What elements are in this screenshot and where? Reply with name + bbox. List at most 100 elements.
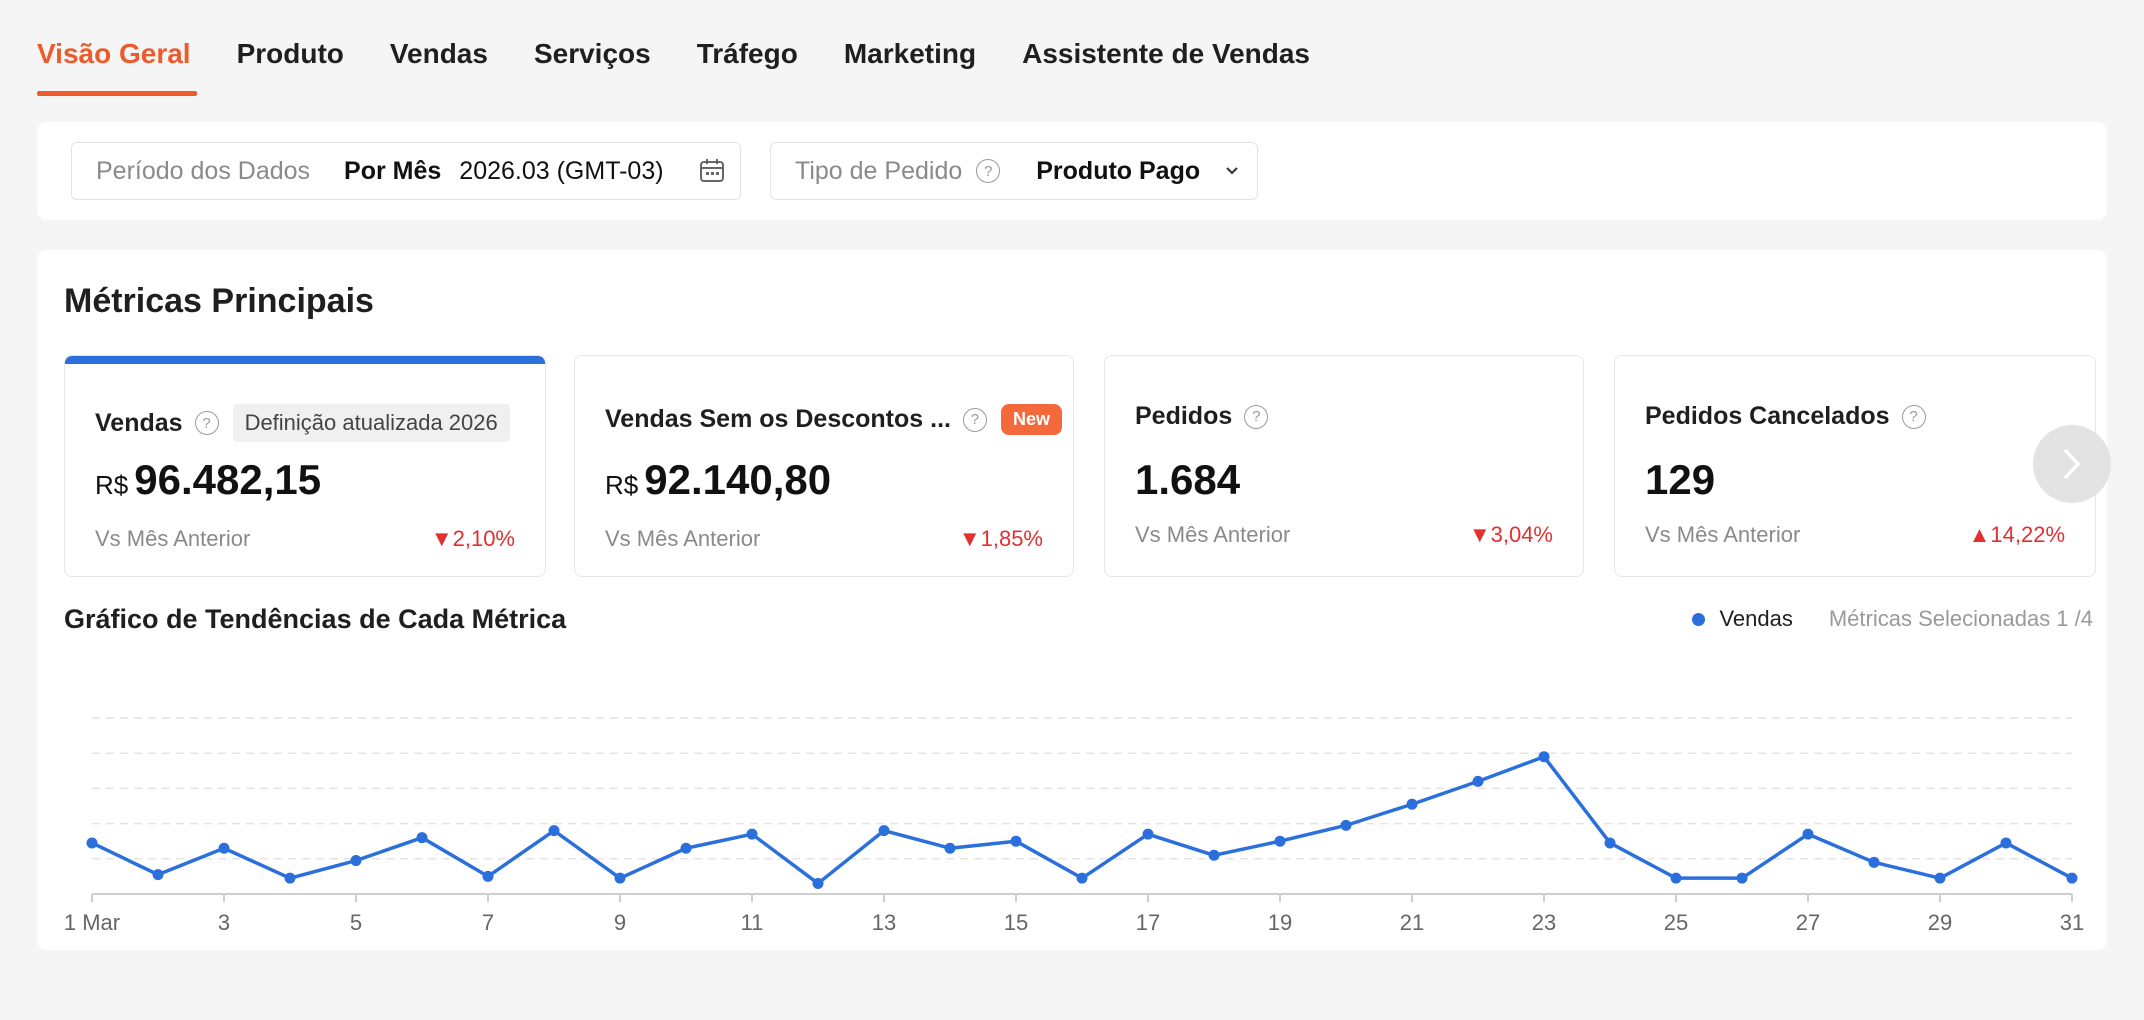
data-point (1076, 872, 1088, 884)
metric-card-pedidos-cancelados[interactable]: Pedidos Cancelados ? 129 Vs Mês Anterior… (1614, 355, 2096, 577)
data-point (218, 842, 230, 854)
metric-card-pedidos[interactable]: Pedidos ? 1.684 Vs Mês Anterior ▼3,04% (1104, 355, 1584, 577)
data-point (1472, 775, 1484, 787)
help-icon[interactable]: ? (194, 411, 219, 435)
data-point (1736, 872, 1748, 884)
metric-compare: Vs Mês Anterior ▼3,04% (1135, 522, 1553, 548)
calendar-icon[interactable] (698, 157, 726, 185)
help-icon[interactable]: ? (962, 407, 987, 432)
x-tick-label: 17 (1136, 910, 1160, 935)
metric-value: 129 (1645, 456, 1716, 503)
data-point (152, 869, 164, 881)
tab-produto[interactable]: Produto (236, 38, 344, 69)
x-tick-label: 31 (2060, 910, 2084, 935)
metric-card-vendas-sem-descontos[interactable]: Vendas Sem os Descontos ... ? New R$ 92.1… (574, 355, 1074, 577)
x-tick-label: 9 (614, 910, 626, 935)
metric-header: Vendas Sem os Descontos ... ? New (605, 404, 1062, 435)
data-point (1868, 856, 1880, 868)
tab-vendas[interactable]: Vendas (389, 38, 488, 69)
data-point (350, 855, 362, 867)
x-tick-label: 3 (218, 910, 230, 935)
definition-tag: Definição atualizada 2026 (232, 404, 510, 442)
x-tick-label: 25 (1664, 910, 1688, 935)
data-point (1670, 872, 1682, 884)
change-value: ▼2,10% (430, 526, 515, 551)
data-point (878, 825, 890, 837)
data-point (1538, 751, 1550, 763)
change-value: ▼1,85% (958, 526, 1043, 551)
chevron-right-icon (2064, 449, 2080, 479)
currency-symbol: R$ (605, 470, 639, 500)
metric-name: Vendas Sem os Descontos ... (605, 405, 951, 433)
data-point (680, 842, 692, 854)
order-type-value[interactable]: Produto Pago (1036, 156, 1201, 185)
data-point (1802, 828, 1814, 840)
x-tick-label: 15 (1004, 910, 1028, 935)
compare-label: Vs Mês Anterior (95, 526, 251, 551)
selected-metrics-count: Métricas Selecionadas 1 /4 (1828, 606, 2093, 631)
compare-label: Vs Mês Anterior (605, 526, 761, 551)
legend-series-name[interactable]: Vendas (1719, 606, 1793, 631)
currency-symbol: R$ (95, 470, 129, 500)
data-point (1406, 798, 1418, 810)
legend-dot-icon (1692, 612, 1706, 626)
x-tick-label: 27 (1796, 910, 1820, 935)
tab-assistente-de-vendas[interactable]: Assistente de Vendas (1022, 38, 1310, 69)
period-mode[interactable]: Por Mês (344, 156, 442, 185)
x-tick-label: 21 (1400, 910, 1424, 935)
metric-compare: Vs Mês Anterior ▼2,10% (95, 526, 515, 552)
metric-card-vendas[interactable]: Vendas ? Definição atualizada 2026 R$ 96.… (64, 355, 546, 577)
data-point (1604, 837, 1616, 849)
data-point (1208, 849, 1220, 861)
metric-name: Pedidos Cancelados (1645, 402, 1890, 430)
x-tick-label: 13 (872, 910, 896, 935)
tab-marketing[interactable]: Marketing (843, 38, 977, 69)
chevron-down-icon[interactable] (1224, 163, 1240, 179)
data-point (944, 842, 956, 854)
data-point (1340, 819, 1352, 831)
metric-value: R$ 96.482,15 (95, 456, 322, 503)
metric-header: Pedidos ? (1135, 402, 1269, 431)
metric-compare: Vs Mês Anterior ▼1,85% (605, 526, 1043, 552)
data-point (548, 825, 560, 837)
section-title: Métricas Principais (64, 282, 374, 320)
main-metrics-card: Métricas Principais Vendas ? Definição a… (37, 250, 2111, 950)
data-point (86, 837, 98, 849)
tab-trafego[interactable]: Tráfego (696, 38, 798, 69)
change-value: ▲14,22% (1968, 522, 2065, 547)
metric-header: Pedidos Cancelados ? (1645, 402, 1926, 431)
metric-compare: Vs Mês Anterior ▲14,22% (1645, 522, 2065, 548)
tab-visao-geral[interactable]: Visão Geral (37, 0, 197, 96)
x-tick-label: 5 (350, 910, 362, 935)
data-point (1142, 828, 1154, 840)
order-type-selector[interactable]: Tipo de Pedido ? Produto Pago (770, 142, 1258, 200)
x-tick-label: 7 (482, 910, 494, 935)
data-point (482, 870, 494, 882)
period-label: Período dos Dados (96, 156, 311, 185)
data-point (2066, 872, 2078, 884)
period-value[interactable]: 2026.03 (GMT-03) (459, 156, 664, 185)
data-point (1010, 835, 1022, 847)
metric-header: Vendas ? Definição atualizada 2026 (95, 404, 510, 442)
x-tick-label: 23 (1532, 910, 1556, 935)
help-icon[interactable]: ? (976, 159, 1001, 183)
x-tick-label: 29 (1928, 910, 1952, 935)
new-badge: New (1000, 404, 1062, 435)
period-selector[interactable]: Período dos Dados Por Mês 2026.03 (GMT-0… (71, 142, 741, 200)
order-type-label: Tipo de Pedido (795, 156, 963, 185)
filter-bar: Período dos Dados Por Mês 2026.03 (GMT-0… (37, 122, 2107, 220)
tab-servicos[interactable]: Serviços (533, 38, 651, 69)
x-tick-label: 1 Mar (64, 910, 120, 935)
x-tick-label: 19 (1268, 910, 1292, 935)
data-point (614, 872, 626, 884)
trend-chart: 1 Mar 3 5 7 9 11 13 15 17 19 21 23 25 27 29 31 (64, 717, 2084, 935)
next-metrics-button[interactable] (2033, 425, 2111, 503)
data-point (2000, 837, 2012, 849)
metric-value: R$ 92.140,80 (605, 456, 832, 503)
metric-value: 1.684 (1135, 456, 1241, 503)
help-icon[interactable]: ? (1244, 404, 1269, 429)
data-point (1274, 835, 1286, 847)
series-line-vendas (91, 754, 2073, 886)
help-icon[interactable]: ? (1901, 404, 1926, 429)
data-point (812, 877, 824, 889)
